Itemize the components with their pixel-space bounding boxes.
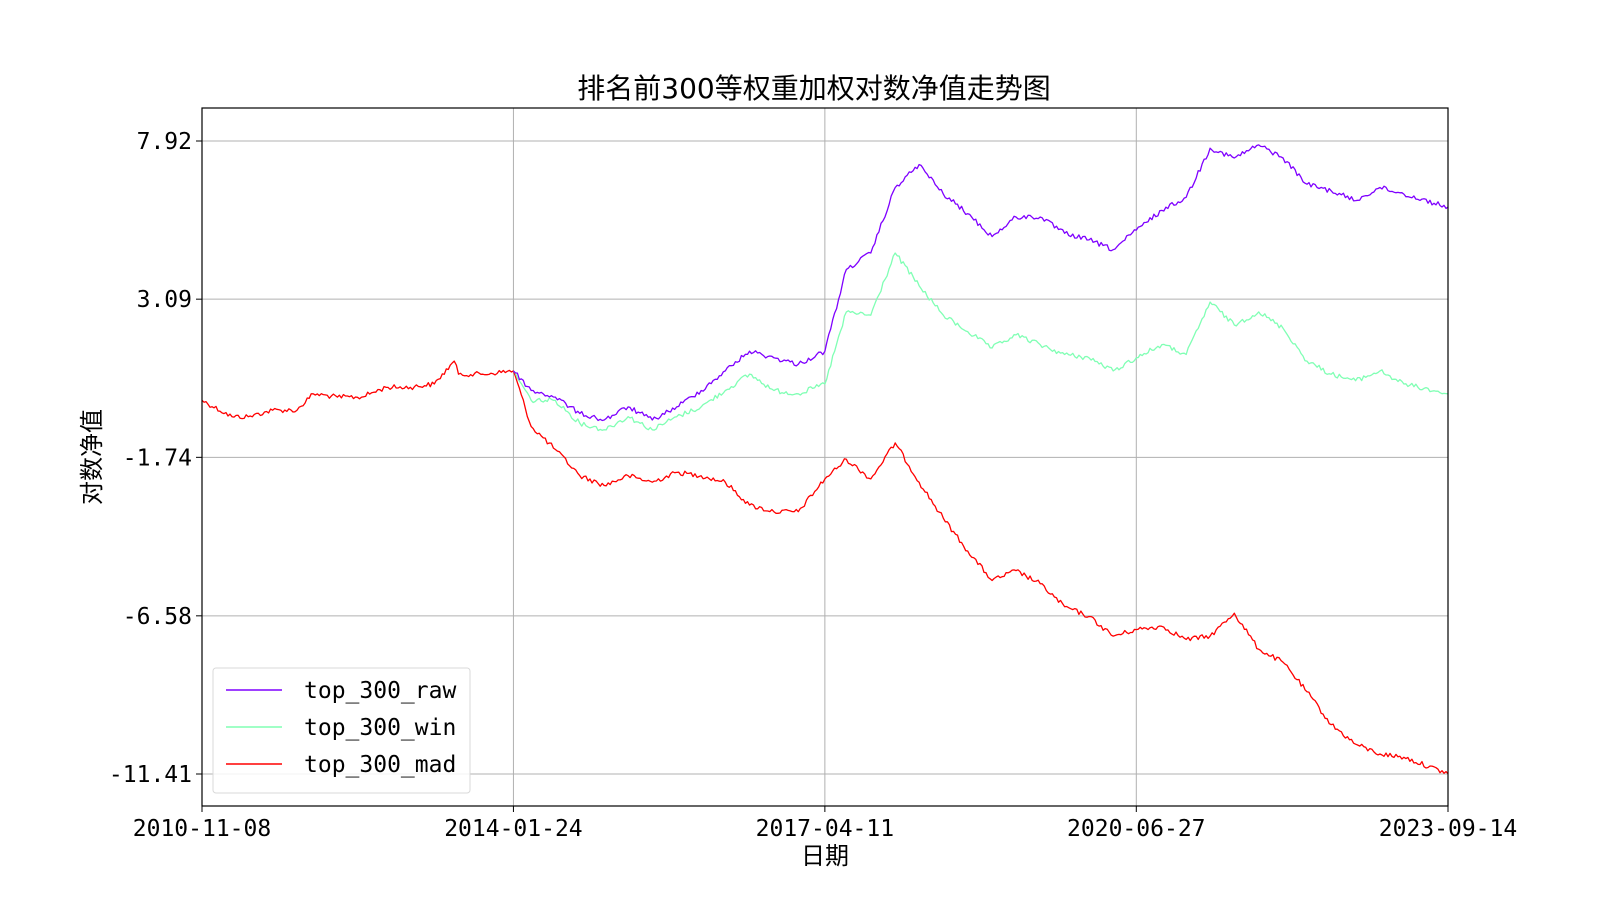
legend-label: top_300_win — [304, 715, 456, 741]
chart-title: 排名前300等权重加权对数净值走势图 — [577, 72, 1050, 105]
x-axis-ticks: 2010-11-08 2014-01-24 2017-04-11 2020-06-27… — [133, 806, 1517, 842]
x-tick-label: 2010-11-08 — [133, 816, 271, 842]
y-tick-label: -6.58 — [123, 604, 192, 630]
series-layer — [201, 144, 1449, 775]
y-tick-label: -11.41 — [109, 762, 192, 788]
series-line-top_300_win — [512, 252, 1449, 432]
series-line-top_300_raw — [512, 144, 1449, 422]
y-tick-label: 3.09 — [137, 287, 192, 313]
y-tick-label: 7.92 — [137, 129, 192, 155]
x-tick-label: 2014-01-24 — [444, 816, 582, 842]
y-axis-label: 对数净值 — [78, 409, 106, 505]
y-axis-ticks: 7.92 3.09 -1.74 -6.58 -11.41 — [109, 129, 202, 788]
y-tick-label: -1.74 — [123, 445, 192, 471]
legend-label: top_300_mad — [304, 752, 456, 778]
legend: top_300_raw top_300_win top_300_mad — [212, 667, 471, 794]
x-tick-label: 2023-09-14 — [1379, 816, 1517, 842]
x-tick-label: 2017-04-11 — [756, 816, 894, 842]
x-axis-label: 日期 — [801, 842, 849, 870]
series-line-top_300_mad — [201, 360, 1449, 775]
legend-box — [212, 667, 471, 794]
x-tick-label: 2020-06-27 — [1067, 816, 1205, 842]
legend-label: top_300_raw — [304, 678, 456, 704]
